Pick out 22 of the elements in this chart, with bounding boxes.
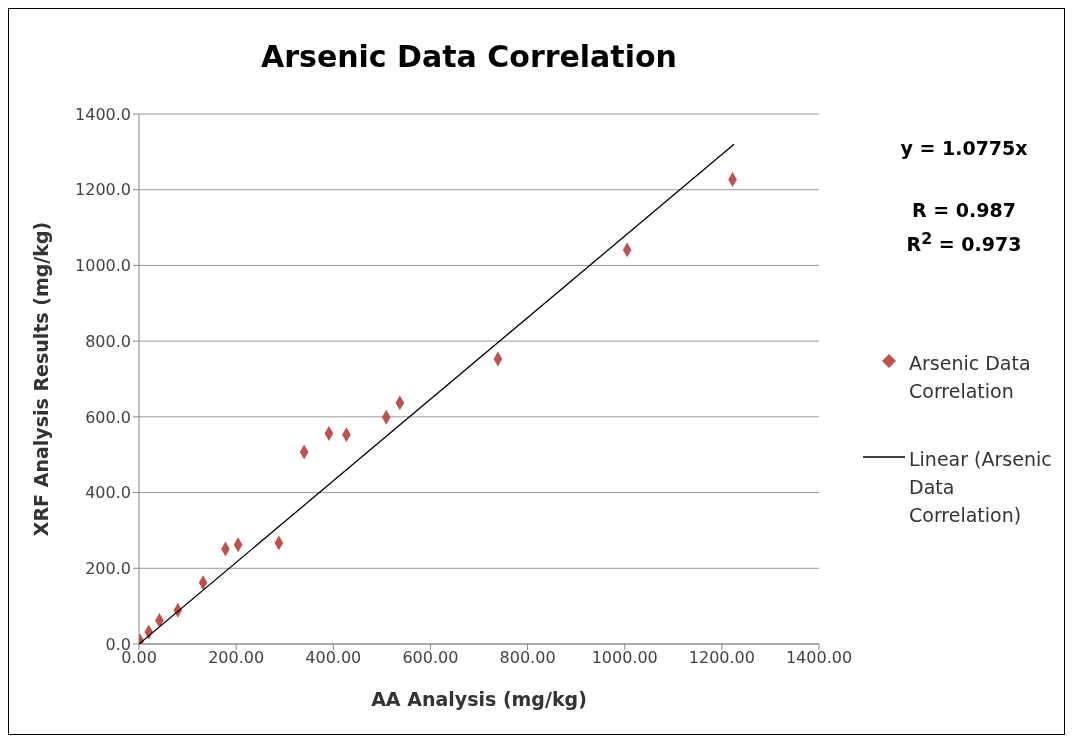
legend-label: Arsenic Data Correlation <box>909 351 1032 404</box>
x-axis-title: AA Analysis (mg/kg) <box>371 688 587 710</box>
y-tick-label: 1200.0 <box>75 180 131 200</box>
y-tick-label: 800.0 <box>85 331 131 351</box>
text: y = 1.0775x <box>899 137 1029 159</box>
x-tick-label: 200.00 <box>208 648 265 668</box>
x-tick-label: 800.00 <box>499 648 556 668</box>
y-tick-label: 1000.0 <box>75 256 131 276</box>
x-tick-label: 1400.00 <box>785 648 853 668</box>
y-tick-label: 600.0 <box>85 407 131 427</box>
legend-label: Linear (Arsenic Data Correlation) <box>909 447 1053 528</box>
x-tick-label: 1200.00 <box>688 648 755 668</box>
y-axis-title: XRF Analysis Results (mg/kg) <box>29 221 52 537</box>
x-tick-label: 1000.00 <box>591 648 658 668</box>
x-tick-label: 600.00 <box>402 648 459 668</box>
x-tick-label: 400.00 <box>305 648 362 668</box>
y-tick-label: 200.0 <box>85 558 131 578</box>
y-tick-label: 1400.0 <box>75 104 131 124</box>
y-tick-label: 400.0 <box>85 483 131 503</box>
chart-title: Arsenic Data Correlation <box>260 39 678 74</box>
text: R$^{2}$ = 0.973 <box>905 229 1023 256</box>
text: R = 0.987 <box>911 199 1017 221</box>
